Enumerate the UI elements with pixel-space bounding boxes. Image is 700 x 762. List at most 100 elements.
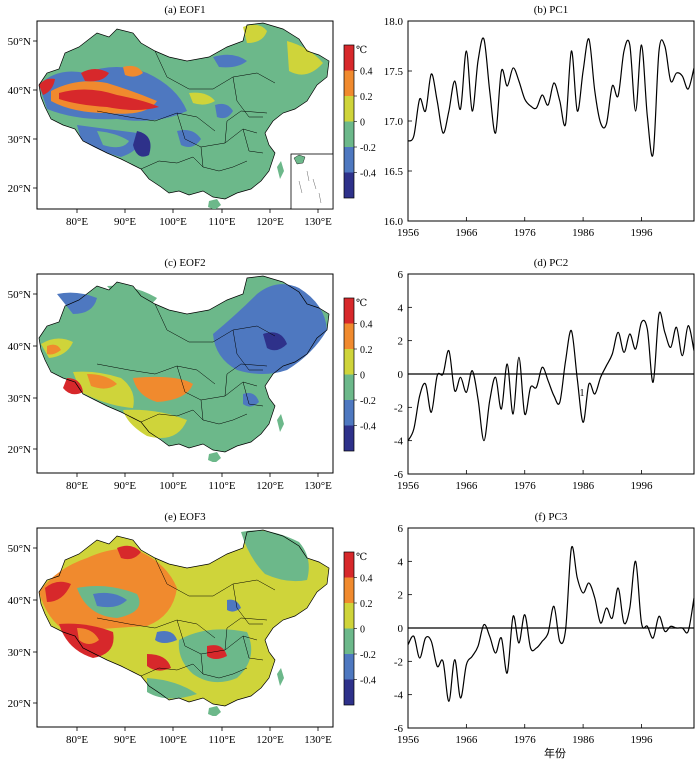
china-outline (38, 275, 330, 453)
colorbar-tick-label: 0.4 (360, 67, 373, 78)
x-tick-label: 1986 (572, 480, 595, 492)
lon-tick-label: 110°E (208, 480, 235, 492)
river-line (200, 146, 248, 172)
river-line (242, 381, 264, 407)
y-tick-label: -4 (394, 690, 404, 702)
lat-tick-label: 40°N (8, 595, 31, 607)
x-tick-label: 1976 (514, 734, 537, 746)
colorbar-tick-label: 0.2 (360, 599, 373, 610)
y-tick-label: -6 (394, 723, 404, 735)
lat-tick-label: 40°N (8, 85, 31, 97)
river-line (140, 156, 204, 170)
colorbar: ℃ 0.4 0.2 0 -0.2 -0.4 (343, 297, 376, 452)
lon-tick-label: 130°E (304, 216, 332, 228)
map-field (38, 275, 330, 462)
anomaly-region (81, 69, 109, 82)
river-line (232, 583, 263, 625)
colorbar-tick-label: 0.2 (360, 92, 373, 103)
anomaly-region (123, 65, 143, 77)
river-line (224, 363, 268, 397)
anomaly-region (243, 24, 267, 43)
lon-tick-label: 100°E (159, 216, 187, 228)
river-line (140, 409, 204, 423)
south-china-sea-inset (290, 153, 334, 210)
anomaly-region (277, 668, 284, 686)
y-tick-label: 4 (398, 556, 404, 568)
anomaly-region (39, 78, 55, 95)
river-line (176, 619, 258, 655)
colorbar-tick-label: -0.2 (360, 396, 376, 407)
x-tick-label: 1996 (630, 227, 653, 239)
pc2-chart: (d) PC2 1956 1966 1976 1986 1996 -6 -4 -2 0 2 4 6 (394, 257, 695, 492)
river-line (232, 76, 263, 118)
y-tick-label: -6 (394, 469, 404, 481)
colorbar-swatch (344, 400, 354, 426)
river-line (140, 663, 204, 677)
anomaly-region (47, 344, 61, 355)
colorbar-swatch (344, 577, 354, 603)
anomaly-region (213, 54, 247, 68)
pc-frame (407, 20, 695, 222)
anomaly-region (208, 199, 221, 209)
lat-tick-label: 20°N (8, 698, 31, 710)
pc3-chart: (f) PC3 1956 1966 1976 1986 1996 -6 -4 -2 0 2 4 6 (394, 511, 695, 746)
x-tick-label: 1996 (630, 734, 653, 746)
colorbar-tick-label: 0 (360, 118, 365, 129)
lat-tick-label: 20°N (8, 183, 31, 195)
colorbar-swatch (344, 425, 354, 451)
colorbar-swatch (344, 121, 354, 147)
colorbar-tick-label: -0.2 (360, 143, 376, 154)
pc2-annotation: 1 (580, 388, 585, 399)
river-line (176, 112, 258, 148)
river-line (200, 653, 248, 679)
colorbar-swatch (344, 603, 354, 629)
y-tick-label: 6 (398, 269, 404, 281)
lon-tick-label: 100°E (159, 480, 187, 492)
river-line (154, 557, 276, 597)
lon-tick-label: 80°E (66, 480, 88, 492)
y-tick-label: 17.5 (384, 66, 404, 78)
river-line (232, 329, 263, 371)
anomaly-region (213, 284, 327, 374)
x-tick-label: 1956 (397, 227, 420, 239)
anomaly-region (133, 131, 151, 157)
anomaly-region (117, 545, 141, 560)
map-axis-ticks: 80°E 90°E 100°E 110°E 120°E 130°E 50°N 40°N 30°N… (8, 543, 332, 746)
lon-tick-label: 90°E (114, 216, 136, 228)
colorbar-tick-label: 0.4 (360, 320, 373, 331)
pc1-chart: (b) PC1 1956 1966 1976 1986 1996 16.0 16.5 17.0 1… (384, 4, 695, 239)
lon-tick-label: 80°E (66, 216, 88, 228)
map-title: (e) EOF3 (164, 511, 206, 523)
y-tick-label: 2 (398, 590, 404, 602)
map-panel-eof2: (c) EOF2 80°E 90°E 100°E 110°E 120°E 130°E 50°… (8, 257, 376, 492)
lat-tick-label: 30°N (8, 393, 31, 405)
colorbar-swatch (344, 552, 354, 578)
lat-tick-label: 50°N (8, 36, 31, 48)
lat-tick-label: 30°N (8, 647, 31, 659)
x-tick-label: 1966 (455, 480, 478, 492)
map-axis-ticks: 80°E 90°E 100°E 110°E 120°E 130°E 50°N 40°N 30°N… (8, 289, 332, 492)
map-title: (a) EOF1 (164, 4, 205, 16)
map-field (38, 22, 330, 209)
river-line (224, 617, 268, 651)
lon-tick-label: 130°E (304, 480, 332, 492)
colorbar-swatch (344, 628, 354, 654)
x-tick-label: 1986 (572, 227, 595, 239)
anomaly-region (45, 581, 71, 602)
river-line (242, 128, 264, 154)
anomaly-region (207, 645, 227, 659)
anomaly-region (133, 376, 193, 402)
x-tick-label: 1966 (455, 734, 478, 746)
lat-tick-label: 30°N (8, 134, 31, 146)
river-line (96, 363, 216, 385)
colorbar-swatch (344, 323, 354, 349)
y-tick-label: 2 (398, 336, 404, 348)
pc-x-axis-label: 年份 (544, 746, 566, 760)
pc-series-line (407, 311, 695, 442)
river-line (154, 303, 276, 343)
anomaly-region (147, 654, 171, 671)
colorbar-tick-label: 0.2 (360, 345, 373, 356)
anomaly-region (93, 592, 127, 608)
colorbar-tick-label: 0 (360, 625, 365, 636)
river-line (96, 617, 216, 639)
